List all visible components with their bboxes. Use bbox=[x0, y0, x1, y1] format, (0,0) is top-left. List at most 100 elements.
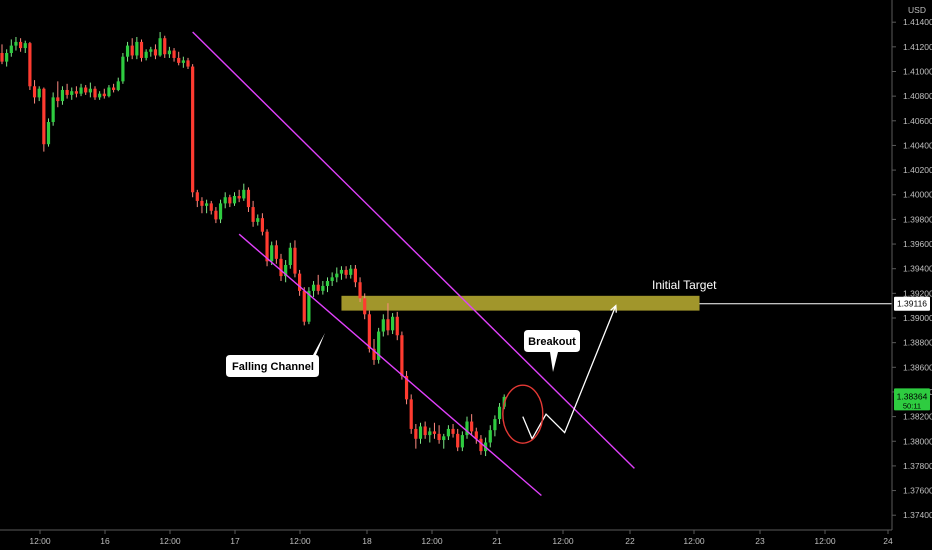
price-tick-label: 1.39400 bbox=[903, 264, 932, 274]
falling-channel-label: Falling Channel bbox=[232, 361, 314, 373]
candlesticks bbox=[0, 32, 506, 457]
candle-body bbox=[353, 268, 357, 283]
current-price-tag bbox=[894, 388, 930, 411]
candle-body bbox=[125, 45, 130, 57]
price-tick-label: 1.38600 bbox=[903, 362, 932, 372]
candle-body bbox=[460, 435, 464, 448]
time-tick-label: 16 bbox=[100, 536, 110, 546]
candle-body bbox=[260, 218, 264, 232]
candle-body bbox=[112, 87, 116, 90]
candle-body bbox=[497, 406, 502, 420]
candle-body bbox=[465, 421, 469, 436]
price-tick-label: 1.39200 bbox=[903, 288, 932, 298]
candle-body bbox=[88, 88, 92, 93]
initial-target-label: Initial Target bbox=[652, 278, 717, 292]
candle-body bbox=[74, 91, 78, 94]
channel-lower-line bbox=[238, 233, 542, 497]
candle-body bbox=[311, 284, 316, 291]
price-tick-label: 1.38000 bbox=[903, 436, 932, 446]
price-tick-label: 1.37600 bbox=[903, 486, 932, 496]
candle-body bbox=[442, 436, 446, 441]
candle-body bbox=[302, 290, 306, 322]
candle-body bbox=[139, 41, 144, 58]
candle-body bbox=[223, 197, 227, 204]
target-price-label: 1.39116 bbox=[897, 299, 927, 309]
time-tick-label: 12:00 bbox=[683, 536, 705, 546]
candle-body bbox=[181, 60, 185, 63]
price-tick-label: 1.40400 bbox=[903, 140, 932, 150]
candle-body bbox=[493, 419, 497, 431]
price-tick-label: 1.40200 bbox=[903, 165, 932, 175]
candle-body bbox=[70, 91, 74, 95]
candle-body bbox=[32, 86, 37, 98]
candle-body bbox=[116, 81, 120, 90]
candle-body bbox=[363, 298, 367, 315]
candle-body bbox=[391, 316, 395, 331]
candle-body bbox=[144, 51, 148, 58]
candle-body bbox=[9, 45, 13, 53]
candle-body bbox=[228, 197, 232, 204]
candle-body bbox=[93, 88, 97, 98]
candle-body bbox=[395, 316, 399, 336]
candle-body bbox=[205, 203, 209, 206]
price-tick-label: 1.38200 bbox=[903, 412, 932, 422]
candle-body bbox=[358, 282, 362, 299]
time-tick-label: 24 bbox=[883, 536, 893, 546]
candle-body bbox=[335, 273, 339, 278]
channel-upper-line bbox=[192, 31, 635, 469]
time-axis[interactable]: 12:00 16 12:00 17 12:00 18 12:00 21 12:00 22 12:00… bbox=[0, 529, 932, 550]
time-tick-label: 12:00 bbox=[159, 536, 181, 546]
candle-body bbox=[42, 88, 46, 145]
drawing-overlays bbox=[502, 303, 892, 444]
candle-body bbox=[246, 189, 251, 208]
time-tick-label: 12:00 bbox=[421, 536, 443, 546]
candle-body bbox=[316, 284, 320, 291]
candle-body bbox=[60, 89, 65, 102]
candle-body bbox=[251, 207, 255, 222]
breakout-label: Breakout bbox=[528, 336, 576, 348]
price-tick-label: 1.40800 bbox=[903, 91, 932, 101]
candle-body bbox=[386, 319, 390, 331]
candle-body bbox=[153, 49, 158, 56]
price-axis[interactable]: USD 1.414001.412001.410001.408001.406001… bbox=[891, 0, 932, 550]
candle-body bbox=[186, 60, 190, 67]
candle-body bbox=[167, 50, 171, 55]
time-axis-ticks: 12:00 16 12:00 17 12:00 18 12:00 21 12:00 22 12:00… bbox=[29, 530, 893, 546]
candle-body bbox=[98, 93, 102, 98]
candle-body bbox=[135, 41, 139, 56]
candle-body bbox=[177, 57, 181, 63]
candle-body bbox=[446, 428, 450, 437]
price-tick-label: 1.38800 bbox=[903, 338, 932, 348]
candle-body bbox=[218, 203, 223, 220]
time-tick-label: 17 bbox=[230, 536, 240, 546]
candle-body bbox=[14, 41, 18, 46]
candle-body bbox=[19, 41, 23, 49]
price-tick-label: 1.41000 bbox=[903, 66, 932, 76]
time-tick-label: 22 bbox=[625, 536, 635, 546]
price-tick-label: 1.39800 bbox=[903, 214, 932, 224]
candle-body bbox=[242, 189, 246, 199]
time-tick-label: 12:00 bbox=[814, 536, 836, 546]
price-tick-label: 1.37800 bbox=[903, 461, 932, 471]
candle-body bbox=[330, 277, 334, 282]
falling-channel-lines bbox=[192, 31, 635, 497]
candle-body bbox=[349, 268, 353, 275]
time-tick-label: 23 bbox=[755, 536, 765, 546]
candle-body bbox=[79, 87, 83, 94]
candle-body bbox=[372, 348, 376, 360]
candle-body bbox=[84, 87, 88, 93]
candle-body bbox=[121, 56, 125, 82]
projection-path bbox=[522, 305, 617, 441]
candle-body bbox=[28, 43, 32, 87]
price-tick-label: 1.40000 bbox=[903, 190, 932, 200]
candle-body bbox=[46, 122, 51, 145]
candle-body bbox=[377, 331, 381, 360]
projection-arrowhead bbox=[610, 304, 617, 313]
breakout-callout: Breakout bbox=[524, 330, 580, 372]
candle-body bbox=[0, 53, 4, 62]
candle-body bbox=[130, 45, 134, 56]
currency-label: USD bbox=[908, 5, 926, 15]
candle-body bbox=[172, 50, 176, 58]
